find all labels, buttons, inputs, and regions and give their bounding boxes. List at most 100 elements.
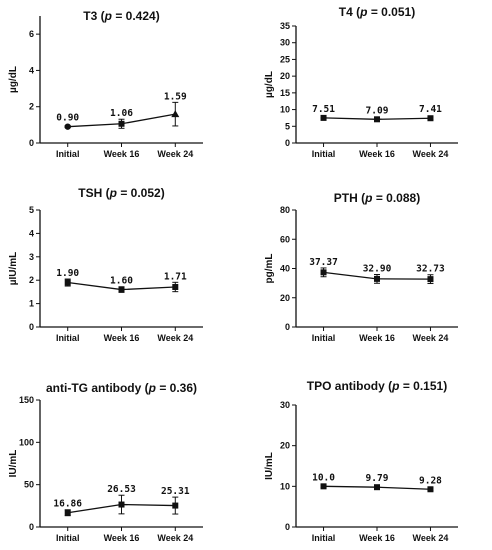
chart-panel-5: anti-TG antibody (p = 0.36) 0 50 100 150 IU/m… [8, 381, 203, 543]
y-tick-label: 5 [29, 205, 34, 215]
chart-title-p: p [104, 9, 112, 23]
data-label: 10.0 [312, 472, 335, 483]
chart-panel-1: T3 (p = 0.424) 0 2 4 6 µg/dL Initial Week 16 Wee… [8, 9, 203, 159]
chart-title-suffix: = 0.088) [372, 191, 420, 205]
x-tick-label: Initial [56, 533, 80, 543]
x-tick-label: Week 16 [359, 149, 395, 159]
y-tick-label: 0 [285, 322, 290, 332]
x-tick-label: Week 16 [104, 333, 140, 343]
data-label: 25.31 [161, 486, 190, 497]
data-label: 16.86 [53, 499, 82, 510]
data-label: 9.28 [419, 475, 442, 486]
y-tick-label: 20 [280, 293, 290, 303]
y-tick-label: 0 [29, 322, 34, 332]
y-tick-label: 3 [29, 252, 34, 262]
y-tick-label: 5 [285, 121, 290, 131]
chart-title: T3 (p = 0.424) [83, 9, 159, 23]
y-tick-label: 150 [19, 395, 34, 405]
x-tick-label: Initial [312, 149, 336, 159]
data-point [374, 116, 380, 123]
y-tick-label: 0 [285, 522, 290, 532]
data-point [320, 114, 327, 121]
y-tick-label: 40 [280, 264, 290, 274]
data-point [64, 509, 71, 516]
chart-title: PTH (p = 0.088) [334, 191, 420, 205]
x-tick-label: Initial [312, 333, 336, 343]
chart-title-p: p [364, 191, 372, 205]
chart-title-suffix: = 0.052) [117, 186, 165, 200]
data-point [172, 502, 179, 509]
data-label: 1.71 [164, 271, 187, 282]
data-point [374, 275, 380, 282]
data-label: 32.90 [363, 263, 392, 274]
y-tick-label: 20 [280, 71, 290, 81]
x-tick-label: Week 16 [104, 533, 140, 543]
chart-title-prefix: T3 ( [83, 9, 104, 23]
data-label: 26.53 [107, 484, 136, 495]
x-tick-label: Initial [312, 533, 336, 543]
data-label: 37.37 [309, 257, 338, 268]
data-point [172, 283, 179, 290]
data-label: 7.09 [366, 105, 389, 116]
y-tick-label: 20 [280, 441, 290, 451]
y-tick-label: 30 [280, 400, 290, 410]
data-label: 0.90 [56, 113, 79, 124]
chart-title-prefix: anti-TG antibody ( [46, 381, 149, 395]
data-point [171, 110, 180, 118]
chart-title-suffix: = 0.36) [156, 381, 197, 395]
data-label: 1.59 [164, 91, 187, 102]
y-tick-label: 80 [280, 205, 290, 215]
y-axis-label: IU/mL [8, 450, 19, 478]
chart-title-suffix: = 0.151) [399, 379, 447, 393]
chart-title-prefix: PTH ( [334, 191, 365, 205]
x-tick-label: Week 24 [413, 333, 449, 343]
y-tick-label: 2 [29, 275, 34, 285]
data-label: 1.06 [110, 108, 133, 119]
y-axis-label: µIU/mL [8, 252, 19, 286]
y-tick-label: 50 [24, 480, 34, 490]
y-tick-label: 60 [280, 234, 290, 244]
y-tick-label: 0 [285, 138, 290, 148]
y-axis-label: µg/dL [264, 71, 275, 98]
y-tick-label: 10 [280, 105, 290, 115]
chart-panel-2: T4 (p = 0.051) 0 5 10 15 20 25 30 35 µg/dL Initial… [264, 5, 458, 159]
y-axis-label: IU/mL [264, 452, 275, 480]
y-tick-label: 6 [29, 29, 34, 39]
data-point [64, 123, 71, 130]
x-tick-label: Week 24 [157, 333, 193, 343]
chart-title-suffix: = 0.051) [367, 5, 415, 19]
chart-title-p: p [359, 5, 367, 19]
data-point [427, 276, 434, 283]
data-point [427, 115, 434, 122]
data-label: 1.90 [56, 268, 79, 279]
data-label: 7.51 [312, 104, 335, 115]
data-point [118, 501, 125, 508]
data-label: 32.73 [416, 264, 445, 275]
y-tick-label: 2 [29, 102, 34, 112]
chart-title: anti-TG antibody (p = 0.36) [46, 381, 197, 395]
chart-title-prefix: TPO antibody ( [307, 379, 392, 393]
y-tick-label: 100 [19, 437, 34, 447]
data-point [320, 269, 327, 276]
x-tick-label: Week 16 [104, 149, 140, 159]
chart-title-p: p [148, 381, 156, 395]
x-tick-label: Initial [56, 333, 80, 343]
data-label: 1.60 [110, 276, 133, 287]
chart-panel-4: PTH (p = 0.088) 0 20 40 60 80 pg/mL Initial Week… [264, 191, 458, 343]
y-tick-label: 4 [29, 65, 34, 75]
x-tick-label: Week 24 [413, 149, 449, 159]
chart-panel-6: TPO antibody (p = 0.151) 0 10 20 30 IU/mL Init… [264, 379, 458, 543]
x-tick-label: Week 16 [359, 333, 395, 343]
y-tick-label: 30 [280, 38, 290, 48]
data-point [320, 483, 327, 490]
y-axis-label: pg/mL [264, 254, 275, 284]
data-point [118, 286, 125, 293]
chart-title-p: p [391, 379, 399, 393]
data-point [64, 279, 71, 286]
data-label: 9.79 [366, 473, 389, 484]
x-tick-label: Week 24 [157, 149, 193, 159]
x-tick-label: Week 16 [359, 533, 395, 543]
data-point [374, 484, 380, 491]
chart-title: TPO antibody (p = 0.151) [307, 379, 447, 393]
